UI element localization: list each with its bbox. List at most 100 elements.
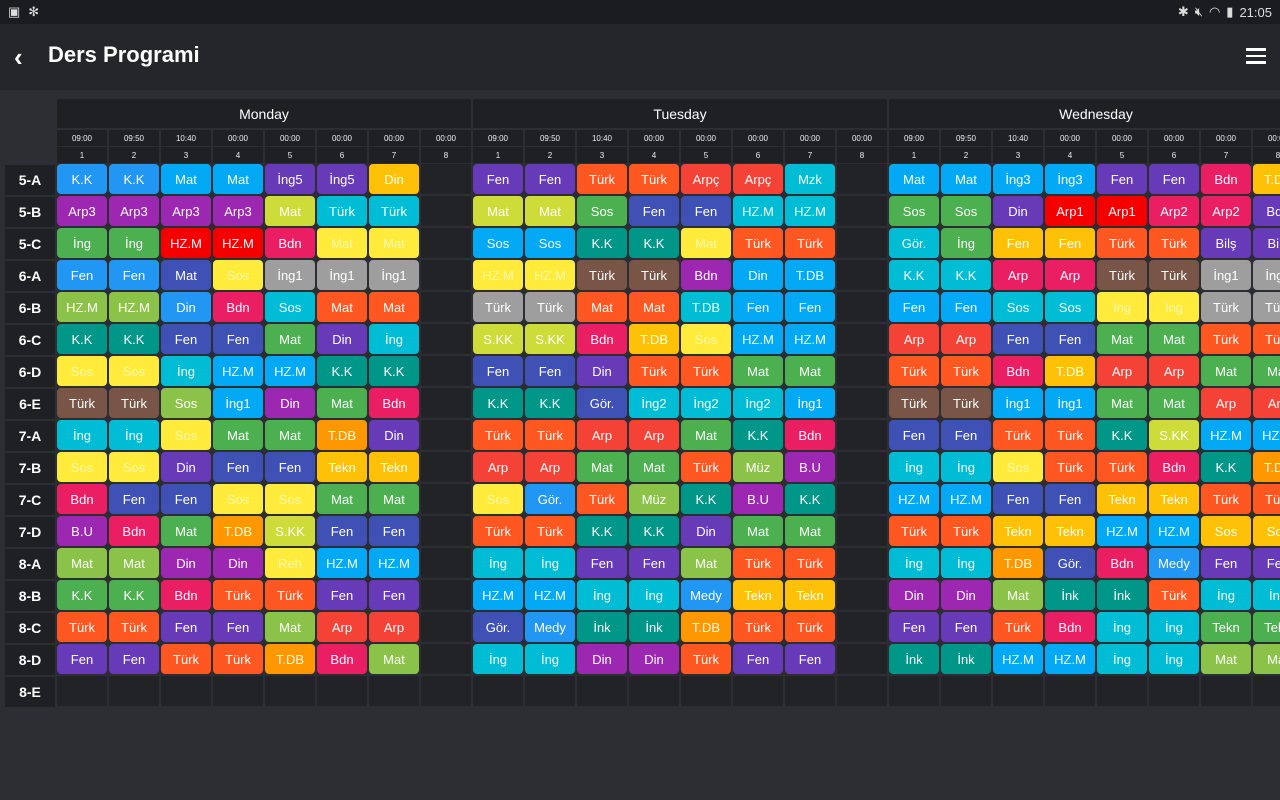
lesson-cell[interactable]: Sos [993, 452, 1043, 482]
lesson-slot[interactable]: T.DB [785, 260, 835, 290]
lesson-slot[interactable]: Mat [369, 292, 419, 322]
lesson-cell[interactable]: Türk [889, 388, 939, 418]
lesson-cell[interactable]: Sos [265, 484, 315, 514]
lesson-cell[interactable]: İng1 [265, 260, 315, 290]
lesson-slot[interactable]: Bdn [681, 260, 731, 290]
lesson-slot[interactable]: İng [941, 548, 991, 578]
lesson-cell[interactable]: Fen [785, 292, 835, 322]
lesson-slot[interactable]: Mat [161, 260, 211, 290]
lesson-cell[interactable]: HZ.M [473, 260, 523, 290]
lesson-slot[interactable]: Türk [1253, 292, 1280, 322]
lesson-slot[interactable]: K.K [473, 388, 523, 418]
lesson-cell[interactable]: Türk [525, 516, 575, 546]
lesson-slot[interactable]: K.K [1097, 420, 1147, 450]
lesson-cell[interactable]: Fen [317, 516, 367, 546]
lesson-cell[interactable]: Türk [889, 356, 939, 386]
lesson-cell[interactable]: İng2 [681, 388, 731, 418]
lesson-cell[interactable]: Arp [629, 420, 679, 450]
lesson-cell[interactable]: Mat [993, 580, 1043, 610]
lesson-cell[interactable]: K.K [317, 356, 367, 386]
lesson-slot[interactable]: Mat [733, 356, 783, 386]
lesson-slot[interactable]: T.DB [681, 612, 731, 642]
lesson-slot[interactable]: Bdn [57, 484, 107, 514]
lesson-slot[interactable]: Fen [993, 324, 1043, 354]
lesson-cell[interactable]: Mat [1097, 324, 1147, 354]
lesson-cell[interactable]: Fen [993, 484, 1043, 514]
lesson-slot[interactable]: İng [1149, 292, 1199, 322]
lesson-cell[interactable]: İng [889, 548, 939, 578]
lesson-slot[interactable]: Türk [1149, 580, 1199, 610]
lesson-slot[interactable]: Türk [369, 196, 419, 226]
lesson-cell[interactable]: İng3 [1045, 164, 1095, 194]
lesson-cell[interactable]: Fen [473, 356, 523, 386]
lesson-slot[interactable]: İng [1097, 644, 1147, 674]
lesson-slot[interactable]: Arp2 [1201, 196, 1251, 226]
lesson-slot[interactable]: K.K [109, 164, 159, 194]
lesson-slot[interactable]: Sos [525, 228, 575, 258]
lesson-cell[interactable]: Fen [161, 612, 211, 642]
lesson-slot[interactable]: Türk [1045, 420, 1095, 450]
lesson-cell[interactable]: Sos [57, 356, 107, 386]
lesson-cell[interactable]: Mat [213, 164, 263, 194]
empty-slot[interactable] [421, 356, 471, 386]
lesson-slot[interactable]: T.DB [681, 292, 731, 322]
lesson-slot[interactable]: Fen [629, 548, 679, 578]
lesson-cell[interactable]: Fen [525, 164, 575, 194]
lesson-cell[interactable]: Türk [1149, 228, 1199, 258]
lesson-cell[interactable]: Mat [629, 292, 679, 322]
lesson-cell[interactable]: Türk [213, 580, 263, 610]
lesson-slot[interactable]: Gör. [889, 228, 939, 258]
lesson-cell[interactable]: Türk [57, 388, 107, 418]
lesson-slot[interactable]: Mat [993, 580, 1043, 610]
lesson-cell[interactable]: Mat [681, 420, 731, 450]
lesson-slot[interactable]: Türk [57, 388, 107, 418]
lesson-cell[interactable]: İnk [1045, 580, 1095, 610]
lesson-cell[interactable]: Türk [1097, 228, 1147, 258]
lesson-cell[interactable]: Türk [629, 164, 679, 194]
lesson-cell[interactable]: Sos [681, 324, 731, 354]
lesson-slot[interactable]: K.K [681, 484, 731, 514]
lesson-cell[interactable]: Gör. [1045, 548, 1095, 578]
lesson-slot[interactable]: Fen [213, 324, 263, 354]
lesson-cell[interactable]: İng [57, 228, 107, 258]
lesson-cell[interactable]: B.U [733, 484, 783, 514]
lesson-slot[interactable]: Bdn [1201, 164, 1251, 194]
empty-slot[interactable] [57, 676, 107, 706]
lesson-cell[interactable]: Türk [1253, 484, 1280, 514]
lesson-slot[interactable]: İng [473, 548, 523, 578]
lesson-cell[interactable]: Din [681, 516, 731, 546]
lesson-slot[interactable]: Mat [369, 228, 419, 258]
lesson-slot[interactable]: Türk [889, 516, 939, 546]
empty-slot[interactable] [889, 676, 939, 706]
lesson-cell[interactable]: Arp [473, 452, 523, 482]
lesson-cell[interactable]: Bdn [57, 484, 107, 514]
lesson-cell[interactable]: Arp [941, 324, 991, 354]
lesson-cell[interactable]: Tekn [1253, 612, 1280, 642]
lesson-cell[interactable]: İng [1253, 580, 1280, 610]
lesson-slot[interactable]: Türk [733, 612, 783, 642]
empty-slot[interactable] [213, 676, 263, 706]
lesson-cell[interactable]: İnk [941, 644, 991, 674]
lesson-slot[interactable]: Mat [265, 196, 315, 226]
lesson-slot[interactable]: Fen [681, 196, 731, 226]
lesson-slot[interactable]: Sos [473, 228, 523, 258]
empty-slot[interactable] [577, 676, 627, 706]
lesson-slot[interactable]: Türk [1097, 452, 1147, 482]
lesson-slot[interactable]: Türk [629, 260, 679, 290]
lesson-cell[interactable]: Mat [369, 644, 419, 674]
lesson-slot[interactable]: Türk [681, 452, 731, 482]
lesson-slot[interactable]: Din [369, 420, 419, 450]
lesson-slot[interactable]: İng [109, 228, 159, 258]
lesson-slot[interactable]: Mat [525, 196, 575, 226]
lesson-cell[interactable]: Sos [109, 452, 159, 482]
lesson-cell[interactable]: Mat [733, 356, 783, 386]
empty-slot[interactable] [1201, 676, 1251, 706]
lesson-slot[interactable]: Arp [1097, 356, 1147, 386]
lesson-slot[interactable]: Fen [993, 228, 1043, 258]
lesson-cell[interactable]: K.K [785, 484, 835, 514]
lesson-cell[interactable]: Din [161, 548, 211, 578]
lesson-slot[interactable]: Tekn [1201, 612, 1251, 642]
lesson-slot[interactable]: Bdn [369, 388, 419, 418]
lesson-cell[interactable]: Gör. [889, 228, 939, 258]
lesson-slot[interactable]: S.KK [265, 516, 315, 546]
